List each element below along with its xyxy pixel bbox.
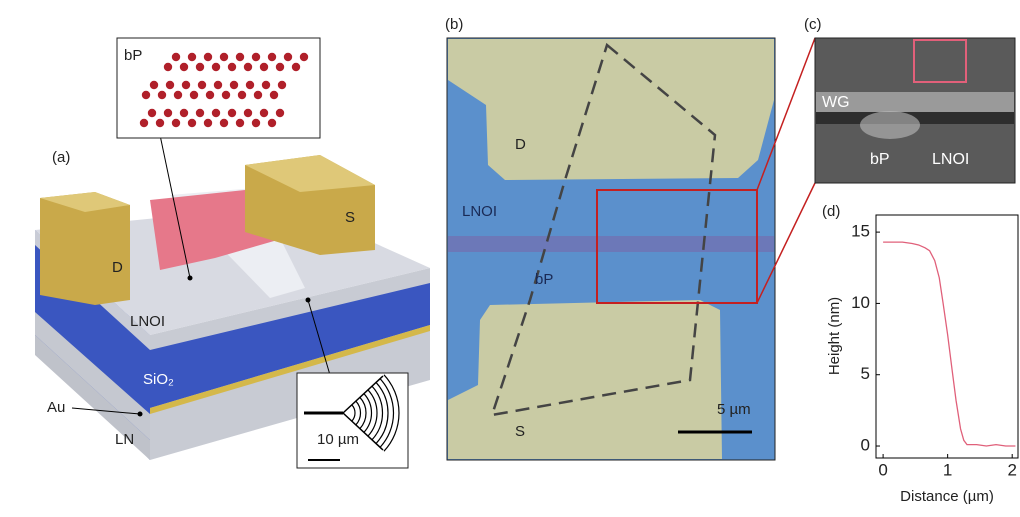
atom xyxy=(228,109,236,117)
atom xyxy=(222,91,230,99)
panel-label: (d) xyxy=(822,203,840,220)
scale-label: 5 µm xyxy=(717,401,751,418)
pad-label: S xyxy=(515,423,525,440)
region-label: bP xyxy=(535,271,553,288)
atom xyxy=(230,81,238,89)
atom xyxy=(260,109,268,117)
atom xyxy=(276,63,284,71)
atom xyxy=(142,91,150,99)
pointer-dot xyxy=(138,412,143,417)
atom xyxy=(180,109,188,117)
atom xyxy=(198,81,206,89)
atom xyxy=(158,91,166,99)
atom xyxy=(238,91,246,99)
panel-b: (b) D LNOI bP S 5 µm xyxy=(445,16,815,460)
atom xyxy=(220,53,228,61)
atom xyxy=(276,109,284,117)
panel-label: (c) xyxy=(804,16,822,33)
y-tick-label: 0 xyxy=(861,436,870,455)
atom xyxy=(220,119,228,127)
atom xyxy=(212,109,220,117)
y-tick-label: 15 xyxy=(851,222,870,241)
atom xyxy=(172,119,180,127)
atom xyxy=(270,91,278,99)
pad-label: S xyxy=(345,209,355,226)
atom xyxy=(300,53,308,61)
atom xyxy=(190,91,198,99)
region-label: LNOI xyxy=(462,203,497,220)
region-label: bP xyxy=(870,151,890,168)
atom xyxy=(188,53,196,61)
y-tick-label: 10 xyxy=(851,293,870,312)
x-axis-label: Distance (µm) xyxy=(900,488,994,505)
atom xyxy=(262,81,270,89)
atom xyxy=(172,53,180,61)
atom xyxy=(156,119,164,127)
region-label: LNOI xyxy=(932,151,969,168)
atom xyxy=(292,63,300,71)
atom xyxy=(212,63,220,71)
y-tick-label: 5 xyxy=(861,364,870,383)
atom xyxy=(148,109,156,117)
atom xyxy=(252,119,260,127)
figure: (a) D S LNOI SiO₂ Au LN bP 10 µm (b) D L… xyxy=(0,0,1020,512)
panel-d: (d) Height (nm) Distance (µm) 0 1 2 0 5 10 15 xyxy=(822,203,1018,505)
atom xyxy=(206,91,214,99)
y-axis-label: Height (nm) xyxy=(826,297,843,375)
atom xyxy=(252,53,260,61)
pad-label: D xyxy=(112,259,123,276)
atom xyxy=(150,81,158,89)
panel-label: (a) xyxy=(52,149,70,166)
panel-label: (b) xyxy=(445,16,463,33)
layer-label: LN xyxy=(115,431,134,448)
layer-label: SiO₂ xyxy=(143,371,174,388)
atom xyxy=(164,63,172,71)
atom xyxy=(204,53,212,61)
x-tick-label: 2 xyxy=(1007,460,1016,479)
atom xyxy=(196,109,204,117)
atom xyxy=(236,53,244,61)
pointer-dot xyxy=(306,298,311,303)
pad-label: D xyxy=(515,136,526,153)
atom xyxy=(204,119,212,127)
atom xyxy=(166,81,174,89)
bp-flake xyxy=(860,111,920,139)
panel-a: (a) D S LNOI SiO₂ Au LN bP 10 µm xyxy=(35,38,430,468)
atom xyxy=(182,81,190,89)
height-profile xyxy=(883,242,1015,446)
atom xyxy=(188,119,196,127)
plot-frame xyxy=(876,215,1018,458)
atom xyxy=(246,81,254,89)
atom xyxy=(278,81,286,89)
atom xyxy=(268,119,276,127)
atom xyxy=(260,63,268,71)
atom xyxy=(164,109,172,117)
atom xyxy=(254,91,262,99)
panel-c: (c) WG bP LNOI xyxy=(804,16,1015,183)
atom xyxy=(180,63,188,71)
inset-label: bP xyxy=(124,47,142,64)
atom xyxy=(284,53,292,61)
atom xyxy=(228,63,236,71)
scale-label: 10 µm xyxy=(317,431,359,448)
region-label: WG xyxy=(822,94,850,111)
layer-label: LNOI xyxy=(130,313,165,330)
waveguide xyxy=(448,236,774,252)
atom xyxy=(174,91,182,99)
atom xyxy=(236,119,244,127)
x-tick-label: 1 xyxy=(943,460,952,479)
atom xyxy=(268,53,276,61)
atom xyxy=(196,63,204,71)
atom xyxy=(214,81,222,89)
layer-label: Au xyxy=(47,399,65,416)
pad-top xyxy=(448,39,774,180)
pad-bottom xyxy=(448,300,722,459)
pointer-dot xyxy=(188,276,193,281)
atom xyxy=(140,119,148,127)
atom xyxy=(244,63,252,71)
atom xyxy=(244,109,252,117)
x-tick-label: 0 xyxy=(878,460,887,479)
